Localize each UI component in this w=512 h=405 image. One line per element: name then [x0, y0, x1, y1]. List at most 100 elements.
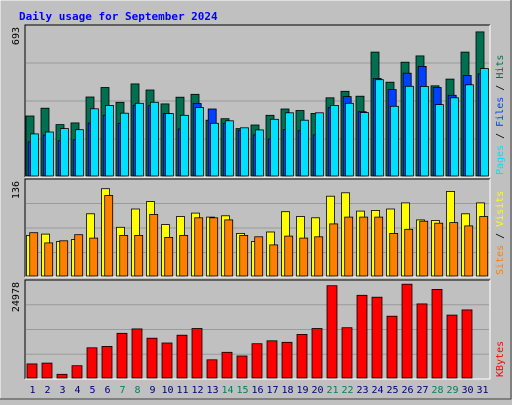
x-tick-label-day-28: 28	[431, 385, 443, 396]
x-tick-label-day-30: 30	[461, 385, 473, 396]
bar-pages-day-27	[419, 86, 429, 177]
bar-kbytes-day-21	[326, 285, 338, 379]
bar-sites-day-21	[329, 223, 339, 277]
x-tick-label-day-17: 17	[266, 385, 278, 396]
bar-pages-day-14	[224, 120, 234, 177]
bar-sites-day-9	[149, 213, 159, 277]
plot-border-dark-2	[24, 178, 490, 277]
bar-sites-day-31	[479, 216, 489, 277]
bar-kbytes-day-17	[266, 340, 278, 379]
bar-sites-day-4	[74, 234, 84, 277]
x-tick-label-day-2: 2	[44, 385, 50, 396]
bar-pages-day-12	[194, 107, 204, 177]
bar-pages-day-13	[209, 122, 219, 177]
bar-pages-day-2	[45, 131, 54, 177]
bar-kbytes-day-9	[146, 337, 158, 379]
bar-kbytes-day-29	[446, 314, 458, 379]
bar-pages-day-10	[164, 113, 174, 177]
bar-sites-day-5	[89, 237, 99, 277]
bar-pages-day-4	[75, 129, 84, 177]
bar-sites-day-18	[284, 235, 294, 277]
legend-entry-files: Files	[495, 97, 506, 127]
bar-sites-day-8	[134, 234, 144, 277]
x-tick-label-day-23: 23	[356, 385, 368, 396]
plot-border-light-1	[25, 25, 491, 178]
x-tick-label-day-26: 26	[401, 385, 413, 396]
legend-separator: /	[495, 127, 506, 145]
bar-kbytes-day-1	[26, 363, 38, 379]
bar-kbytes-day-8	[131, 328, 143, 379]
bar-pages-day-7	[120, 112, 129, 177]
bar-sites-day-25	[389, 232, 399, 277]
bar-sites-day-22	[344, 216, 354, 277]
bar-sites-day-15	[239, 234, 249, 277]
legend-1: Pages / Files / Hits	[495, 55, 506, 175]
x-tick-label-day-31: 31	[476, 385, 488, 396]
bar-kbytes-day-2	[41, 362, 53, 379]
y-max-label-3: 24978	[11, 282, 22, 312]
x-tick-label-day-25: 25	[386, 385, 398, 396]
bar-pages-day-18	[284, 112, 294, 177]
x-tick-label-day-9: 9	[149, 385, 155, 396]
bar-kbytes-day-22	[341, 327, 353, 379]
plot-border-dark-1	[24, 24, 490, 177]
bar-kbytes-day-27	[416, 303, 428, 379]
legend-separator: /	[495, 227, 506, 245]
bar-sites-day-10	[164, 236, 174, 277]
x-tick-label-day-18: 18	[281, 385, 293, 396]
plot-border-light-3	[25, 280, 491, 380]
bar-pages-day-20	[314, 112, 324, 177]
bar-sites-day-7	[119, 234, 129, 277]
x-tick-label-day-22: 22	[341, 385, 353, 396]
bar-pages-day-15	[239, 127, 249, 177]
x-tick-label-day-27: 27	[416, 385, 428, 396]
x-tick-label-day-8: 8	[134, 385, 140, 396]
bar-sites-day-14	[224, 219, 234, 277]
bar-kbytes-day-19	[296, 333, 308, 379]
bar-kbytes-day-12	[191, 328, 203, 379]
chart-title: Daily usage for September 2024	[19, 10, 218, 23]
bar-sites-day-17	[269, 244, 279, 277]
bar-kbytes-day-30	[461, 309, 473, 379]
bar-kbytes-day-6	[101, 345, 113, 379]
bar-sites-day-12	[194, 217, 204, 277]
bar-sites-day-6	[104, 195, 114, 277]
bar-sites-day-28	[434, 222, 444, 277]
legend-entry-kbytes: KBytes	[495, 341, 506, 377]
x-tick-label-day-24: 24	[371, 385, 383, 396]
bar-kbytes-day-5	[86, 347, 98, 379]
bar-kbytes-day-3	[56, 373, 68, 379]
bar-pages-day-3	[60, 128, 69, 177]
bar-kbytes-day-13	[206, 359, 218, 379]
bar-sites-day-2	[44, 242, 54, 277]
y-max-label-1: 693	[11, 27, 22, 45]
legend-entry-hits: Hits	[495, 55, 506, 79]
bar-sites-day-26	[404, 228, 414, 277]
bar-kbytes-day-16	[251, 343, 263, 379]
legend-entry-visits: Visits	[495, 191, 506, 227]
bar-kbytes-day-15	[236, 355, 248, 379]
bar-pages-day-28	[434, 104, 444, 177]
bar-pages-day-16	[254, 129, 264, 177]
x-tick-label-day-4: 4	[74, 385, 80, 396]
bar-sites-day-19	[299, 237, 309, 277]
bar-pages-day-21	[329, 105, 339, 177]
bar-pages-day-19	[299, 119, 309, 177]
bar-pages-day-11	[179, 114, 189, 177]
x-tick-label-day-6: 6	[104, 385, 110, 396]
legend-2: Sites / Visits	[495, 191, 506, 275]
bar-pages-day-9	[149, 101, 159, 177]
bar-sites-day-27	[419, 220, 429, 277]
bar-pages-day-17	[269, 118, 279, 177]
bar-kbytes-day-18	[281, 341, 293, 379]
bar-kbytes-day-26	[401, 283, 413, 379]
x-tick-label-day-1: 1	[29, 385, 35, 396]
bar-kbytes-day-25	[386, 315, 398, 379]
bar-pages-day-24	[374, 79, 384, 177]
bar-pages-day-31	[479, 68, 489, 177]
x-tick-label-day-15: 15	[236, 385, 248, 396]
bar-sites-day-24	[374, 216, 384, 277]
